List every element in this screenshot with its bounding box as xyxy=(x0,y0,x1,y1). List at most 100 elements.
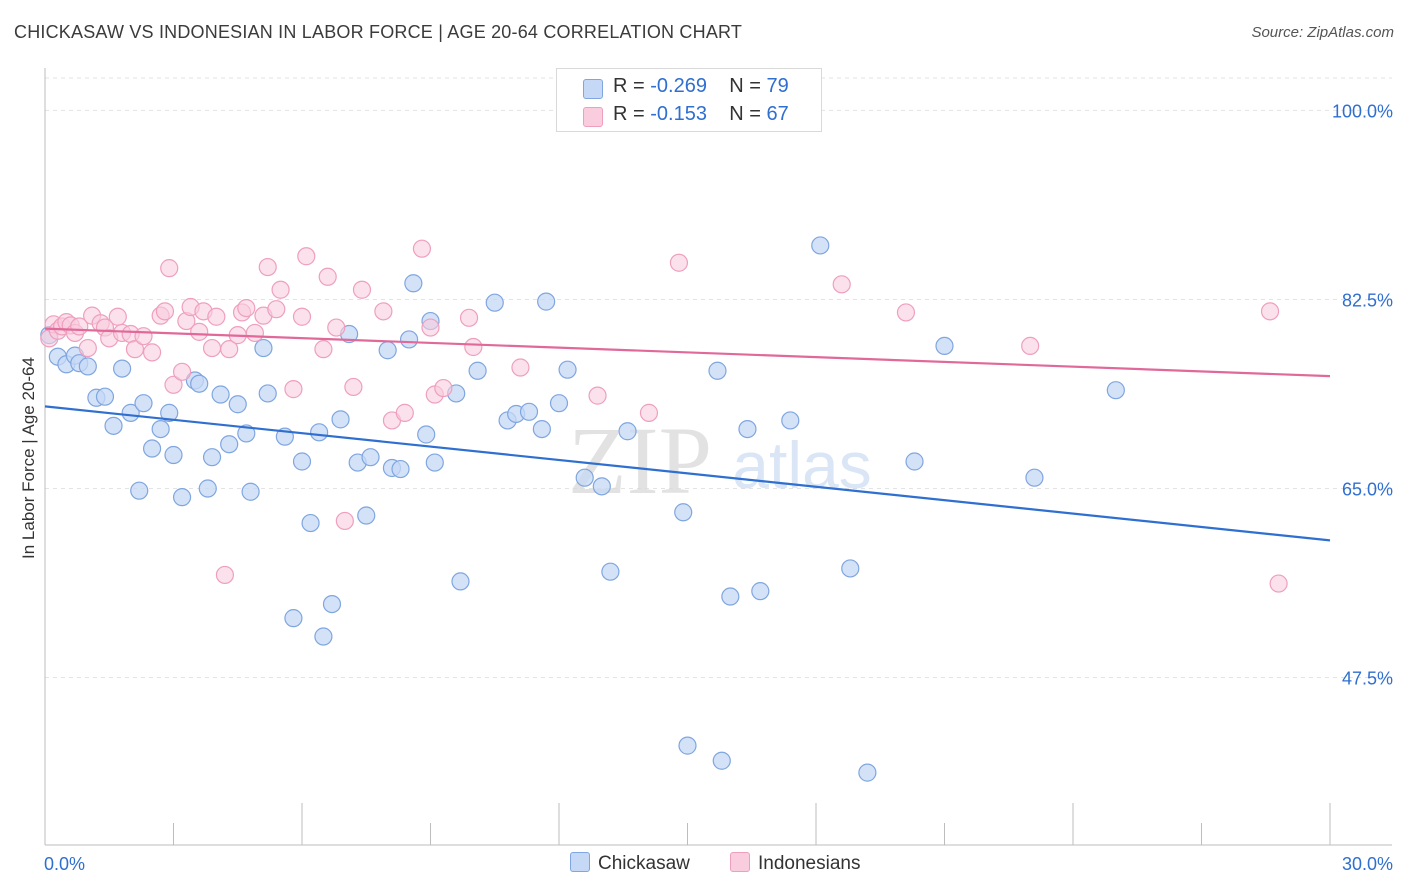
chickasaw-point xyxy=(708,361,727,380)
indonesians-trend-line xyxy=(44,327,1331,378)
legend-r-value: -0.153 xyxy=(650,103,707,125)
tick-labels: 47.5% 65.0% 82.5% 100.0% 0.0% 30.0% xyxy=(44,101,1393,874)
chickasaw-point xyxy=(1106,381,1125,400)
chickasaw-point xyxy=(537,292,556,311)
chickasaw-point xyxy=(781,411,800,430)
indonesians-point xyxy=(314,340,333,359)
indonesians-point xyxy=(327,318,346,337)
chickasaw-points xyxy=(40,236,1125,782)
chickasaw-point xyxy=(601,562,620,581)
stats-legend: R = -0.269 N = 79 R = -0.153 N = 67 xyxy=(556,68,822,132)
legend-swatch-chickasaw xyxy=(570,852,590,872)
y-tick-label: 65.0% xyxy=(1342,480,1393,500)
chickasaw-point xyxy=(712,751,731,770)
indonesians-point xyxy=(271,280,290,299)
y-axis-label: In Labor Force | Age 20-64 xyxy=(19,357,38,559)
indonesians-point xyxy=(832,275,851,294)
chickasaw-point xyxy=(292,452,312,471)
chickasaw-point xyxy=(241,482,260,501)
indonesians-point xyxy=(464,337,483,357)
indonesians-point xyxy=(344,377,363,397)
y-tick-label: 47.5% xyxy=(1342,669,1393,689)
chickasaw-point xyxy=(104,416,123,435)
chickasaw-point xyxy=(202,448,222,467)
chickasaw-point xyxy=(751,582,770,601)
chickasaw-point xyxy=(678,736,697,755)
chickasaw-point xyxy=(95,387,115,406)
legend-swatch-indonesians xyxy=(583,107,603,127)
chickasaw-point xyxy=(237,424,256,443)
chickasaw-point xyxy=(417,425,436,444)
y-tick-label: 100.0% xyxy=(1332,101,1393,121)
indonesians-point xyxy=(297,247,316,266)
indonesians-point xyxy=(78,338,97,358)
indonesians-point xyxy=(412,239,432,258)
indonesians-point xyxy=(267,300,286,319)
indonesians-point xyxy=(421,318,440,337)
indonesians-point xyxy=(284,380,303,399)
chickasaw-point xyxy=(485,293,504,312)
chickasaw-point xyxy=(228,395,247,414)
source-label: Source: ZipAtlas.com xyxy=(1251,24,1394,41)
axes xyxy=(44,68,1392,846)
legend-n-label: N = xyxy=(729,75,767,97)
bottom-legend-label: Chickasaw xyxy=(598,853,690,874)
chickasaw-point xyxy=(314,627,333,646)
bottom-legend-label: Indonesians xyxy=(758,853,861,874)
chickasaw-point xyxy=(618,422,637,441)
indonesians-point xyxy=(588,386,607,405)
chickasaw-point xyxy=(78,357,97,376)
legend-swatch-chickasaw xyxy=(583,79,603,99)
chickasaw-point xyxy=(1025,468,1044,487)
x-tick-label: 30.0% xyxy=(1342,854,1393,874)
indonesians-point xyxy=(215,565,234,585)
indonesians-point xyxy=(511,358,530,377)
chickasaw-point xyxy=(451,572,470,591)
chickasaw-trend-line xyxy=(44,405,1331,542)
indonesians-point xyxy=(108,307,127,326)
chickasaw-point xyxy=(391,459,410,479)
chickasaw-point xyxy=(121,403,140,422)
chickasaw-point xyxy=(331,410,350,429)
chart-title: CHICKASAW VS INDONESIAN IN LABOR FORCE |… xyxy=(14,22,743,42)
chickasaw-point xyxy=(738,419,757,439)
indonesians-point xyxy=(639,403,659,422)
indonesians-point xyxy=(202,338,222,358)
chickasaw-point xyxy=(841,559,860,578)
indonesians-point xyxy=(134,327,153,346)
chickasaw-point xyxy=(361,448,380,467)
watermark: ZIP atlas xyxy=(568,407,872,514)
chickasaw-point xyxy=(935,336,954,356)
indonesians-point xyxy=(459,308,479,327)
bottom-legend-chickasaw: Chickasaw xyxy=(570,852,690,875)
chickasaw-point xyxy=(399,330,419,349)
indonesians-point xyxy=(172,362,192,381)
indonesians-point xyxy=(245,323,264,343)
indonesians-point xyxy=(434,378,453,398)
chickasaw-point xyxy=(134,394,153,413)
chickasaw-point xyxy=(378,341,397,360)
indonesians-point xyxy=(160,259,179,278)
chickasaw-point xyxy=(519,402,539,421)
legend-r-label: R = xyxy=(613,103,651,125)
chickasaw-point xyxy=(674,503,693,522)
chickasaw-point xyxy=(220,435,239,454)
indonesians-point xyxy=(352,280,372,299)
chickasaw-point xyxy=(721,587,740,606)
chickasaw-point xyxy=(558,360,577,379)
indonesians-point xyxy=(1269,574,1288,593)
x-tick-label: 0.0% xyxy=(44,854,85,874)
chickasaw-point xyxy=(301,513,320,533)
chickasaw-point xyxy=(164,445,183,465)
chickasaw-point xyxy=(905,452,924,471)
indonesians-point xyxy=(164,375,183,394)
chickasaw-point xyxy=(254,338,273,358)
watermark-zip: ZIP xyxy=(568,407,712,514)
indonesians-point xyxy=(142,343,162,362)
chickasaw-point xyxy=(258,384,277,403)
indonesians-point xyxy=(1021,336,1040,356)
bottom-legend-indonesians: Indonesians xyxy=(730,852,860,875)
chickasaw-point xyxy=(112,359,132,378)
chickasaw-point xyxy=(425,453,444,472)
chickasaw-point xyxy=(198,479,217,498)
